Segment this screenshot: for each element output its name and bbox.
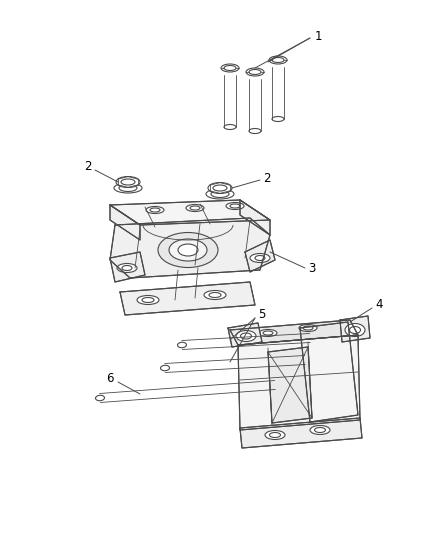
Text: 5: 5 xyxy=(258,309,266,321)
Ellipse shape xyxy=(300,357,310,363)
Ellipse shape xyxy=(299,325,317,332)
Ellipse shape xyxy=(236,330,256,342)
Ellipse shape xyxy=(121,179,135,185)
Polygon shape xyxy=(300,322,358,422)
Ellipse shape xyxy=(246,68,264,76)
Ellipse shape xyxy=(224,125,236,130)
Ellipse shape xyxy=(178,296,194,303)
Ellipse shape xyxy=(269,56,287,64)
Ellipse shape xyxy=(119,184,137,191)
Ellipse shape xyxy=(137,295,159,304)
Ellipse shape xyxy=(142,297,154,303)
Ellipse shape xyxy=(327,372,349,388)
Polygon shape xyxy=(120,282,255,315)
Ellipse shape xyxy=(122,265,132,271)
Ellipse shape xyxy=(186,205,204,212)
Ellipse shape xyxy=(158,232,218,268)
Text: 4: 4 xyxy=(375,298,383,311)
Ellipse shape xyxy=(350,327,360,334)
Ellipse shape xyxy=(146,206,164,214)
Ellipse shape xyxy=(206,189,234,199)
Polygon shape xyxy=(110,252,145,282)
Ellipse shape xyxy=(314,337,336,353)
Ellipse shape xyxy=(221,64,239,72)
Ellipse shape xyxy=(319,341,331,350)
Text: 1: 1 xyxy=(314,29,322,43)
Ellipse shape xyxy=(190,206,200,210)
Ellipse shape xyxy=(116,176,140,188)
Ellipse shape xyxy=(204,290,226,300)
Ellipse shape xyxy=(305,335,314,341)
Ellipse shape xyxy=(208,182,232,193)
Ellipse shape xyxy=(169,239,207,261)
Text: 2: 2 xyxy=(84,160,92,174)
Ellipse shape xyxy=(172,294,200,306)
Ellipse shape xyxy=(117,263,137,272)
Ellipse shape xyxy=(95,395,105,401)
Ellipse shape xyxy=(240,333,251,339)
Ellipse shape xyxy=(332,376,344,384)
Ellipse shape xyxy=(226,203,244,209)
Polygon shape xyxy=(238,335,360,430)
Ellipse shape xyxy=(249,69,261,75)
Ellipse shape xyxy=(178,244,198,256)
Ellipse shape xyxy=(265,431,285,440)
Polygon shape xyxy=(110,218,270,278)
Ellipse shape xyxy=(345,324,365,336)
Polygon shape xyxy=(245,240,275,272)
Ellipse shape xyxy=(303,326,313,330)
Polygon shape xyxy=(240,200,270,235)
Polygon shape xyxy=(268,347,312,423)
Text: 3: 3 xyxy=(308,262,316,274)
Polygon shape xyxy=(240,418,362,448)
Polygon shape xyxy=(230,320,358,345)
Ellipse shape xyxy=(211,190,229,198)
Text: 6: 6 xyxy=(106,372,114,384)
Ellipse shape xyxy=(269,432,280,438)
Ellipse shape xyxy=(114,183,142,193)
Ellipse shape xyxy=(160,365,170,371)
Ellipse shape xyxy=(272,117,284,122)
Ellipse shape xyxy=(213,185,227,191)
Polygon shape xyxy=(228,323,262,347)
Ellipse shape xyxy=(310,425,330,434)
Ellipse shape xyxy=(209,293,221,297)
Ellipse shape xyxy=(249,128,261,133)
Ellipse shape xyxy=(272,58,284,62)
Ellipse shape xyxy=(230,204,240,208)
Ellipse shape xyxy=(255,255,265,261)
Polygon shape xyxy=(110,200,270,225)
Ellipse shape xyxy=(271,382,279,387)
Ellipse shape xyxy=(250,254,270,262)
Ellipse shape xyxy=(259,329,277,336)
Ellipse shape xyxy=(314,427,325,432)
Polygon shape xyxy=(110,205,140,240)
Ellipse shape xyxy=(177,342,187,348)
Polygon shape xyxy=(340,316,370,342)
Ellipse shape xyxy=(224,66,236,70)
Text: 2: 2 xyxy=(263,172,271,184)
Ellipse shape xyxy=(263,331,273,335)
Ellipse shape xyxy=(150,208,160,212)
